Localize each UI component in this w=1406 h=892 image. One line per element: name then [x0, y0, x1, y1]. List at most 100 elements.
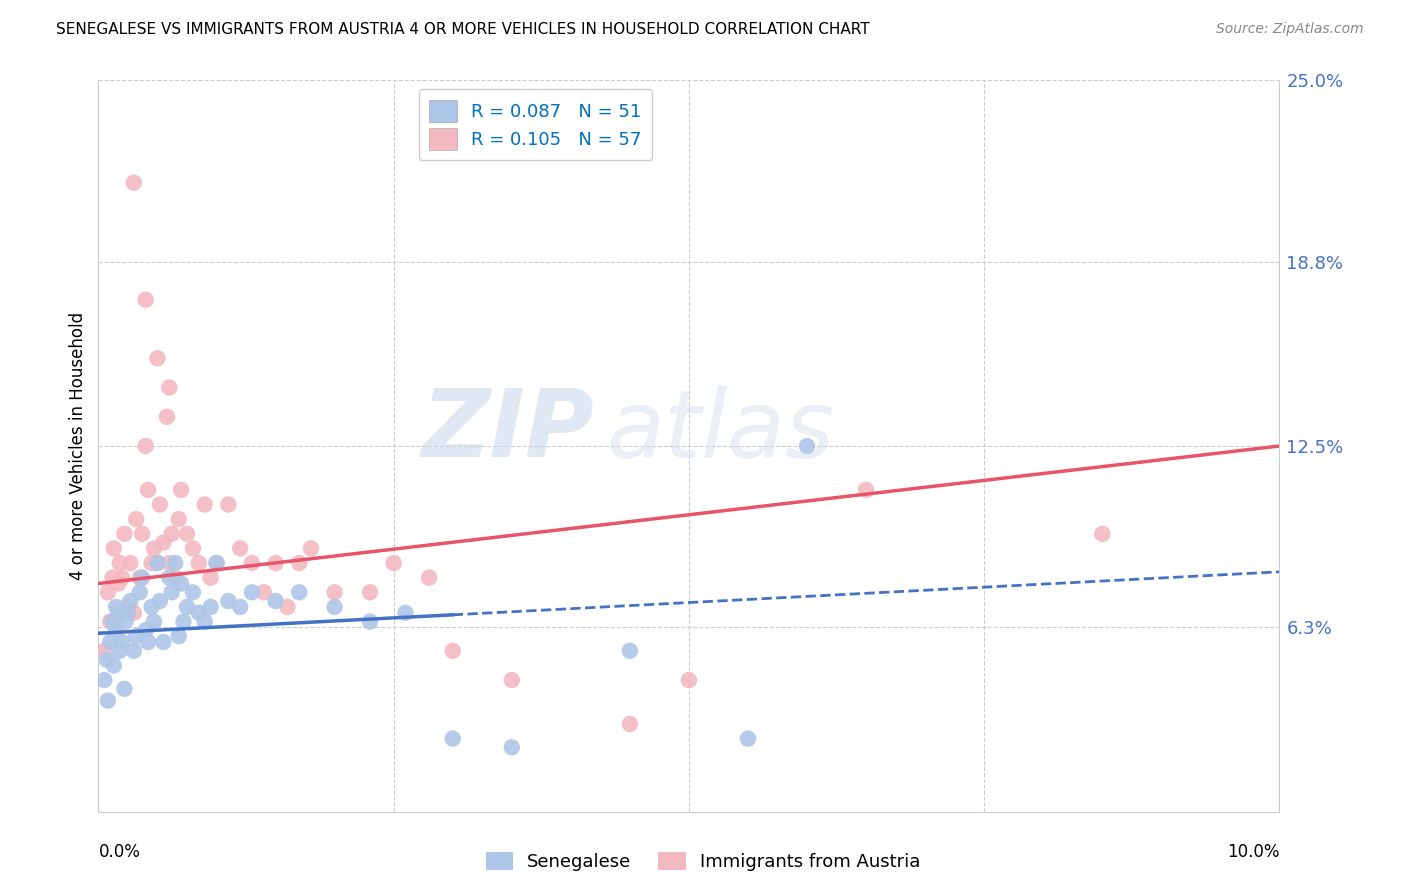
Point [125, 629, 148, 643]
Point [157, 380, 180, 394]
Point [181, 585, 204, 599]
Point [152, 635, 174, 649]
Point [359, 615, 381, 629]
Point [200, 571, 222, 585]
Point [120, 594, 142, 608]
Point [172, 615, 194, 629]
Point [264, 556, 287, 570]
Point [122, 644, 145, 658]
Point [619, 717, 641, 731]
Point [737, 731, 759, 746]
Point [170, 483, 193, 497]
Point [418, 571, 440, 585]
Point [97, 585, 120, 599]
Point [101, 571, 124, 585]
Point [441, 644, 464, 658]
Point [146, 351, 169, 366]
Point [131, 526, 153, 541]
Point [136, 483, 159, 497]
Point [128, 585, 150, 599]
Point [131, 571, 153, 585]
Point [619, 644, 641, 658]
Point [117, 606, 139, 620]
Point [142, 615, 165, 629]
Point [107, 576, 129, 591]
Point [181, 541, 204, 556]
Point [359, 585, 381, 599]
Point [276, 599, 298, 614]
Point [135, 439, 157, 453]
Point [194, 615, 217, 629]
Point [98, 635, 121, 649]
Point [167, 629, 190, 643]
Point [97, 693, 120, 707]
Point [108, 556, 131, 570]
Point [103, 658, 125, 673]
Point [128, 571, 150, 585]
Point [501, 740, 523, 755]
Point [217, 594, 239, 608]
Point [112, 526, 135, 541]
Point [112, 681, 135, 696]
Text: Source: ZipAtlas.com: Source: ZipAtlas.com [1216, 22, 1364, 37]
Point [240, 585, 263, 599]
Point [122, 606, 145, 620]
Point [501, 673, 523, 687]
Point [288, 585, 311, 599]
Point [111, 571, 134, 585]
Point [441, 731, 464, 746]
Point [1091, 526, 1114, 541]
Point [141, 599, 163, 614]
Point [229, 599, 252, 614]
Point [93, 673, 115, 687]
Point [141, 556, 163, 570]
Point [93, 644, 115, 658]
Point [101, 615, 124, 629]
Point [157, 556, 180, 570]
Point [288, 556, 311, 570]
Text: ZIP: ZIP [422, 385, 595, 477]
Point [157, 571, 180, 585]
Point [382, 556, 405, 570]
Point [678, 673, 700, 687]
Legend: Senegalese, Immigrants from Austria: Senegalese, Immigrants from Austria [478, 845, 928, 879]
Point [135, 624, 157, 638]
Point [323, 585, 346, 599]
Point [160, 585, 183, 599]
Point [394, 606, 416, 620]
Point [217, 498, 239, 512]
Text: atlas: atlas [606, 386, 835, 477]
Point [229, 541, 252, 556]
Point [114, 615, 136, 629]
Point [135, 293, 157, 307]
Point [170, 576, 193, 591]
Text: 0.0%: 0.0% [98, 843, 141, 861]
Point [240, 556, 263, 570]
Point [149, 594, 172, 608]
Point [156, 409, 179, 424]
Point [323, 599, 346, 614]
Point [253, 585, 276, 599]
Point [796, 439, 818, 453]
Point [176, 599, 198, 614]
Legend: R = 0.087   N = 51, R = 0.105   N = 57: R = 0.087 N = 51, R = 0.105 N = 57 [419, 89, 652, 161]
Point [105, 615, 128, 629]
Point [125, 512, 148, 526]
Point [299, 541, 322, 556]
Point [165, 571, 187, 585]
Point [855, 483, 877, 497]
Text: 10.0%: 10.0% [1227, 843, 1279, 861]
Point [105, 599, 128, 614]
Point [264, 594, 287, 608]
Point [105, 624, 128, 638]
Point [160, 526, 183, 541]
Point [117, 599, 139, 614]
Y-axis label: 4 or more Vehicles in Household: 4 or more Vehicles in Household [69, 312, 87, 580]
Point [167, 512, 190, 526]
Point [187, 556, 209, 570]
Point [142, 541, 165, 556]
Point [111, 635, 134, 649]
Point [176, 526, 198, 541]
Point [194, 498, 217, 512]
Point [96, 652, 118, 666]
